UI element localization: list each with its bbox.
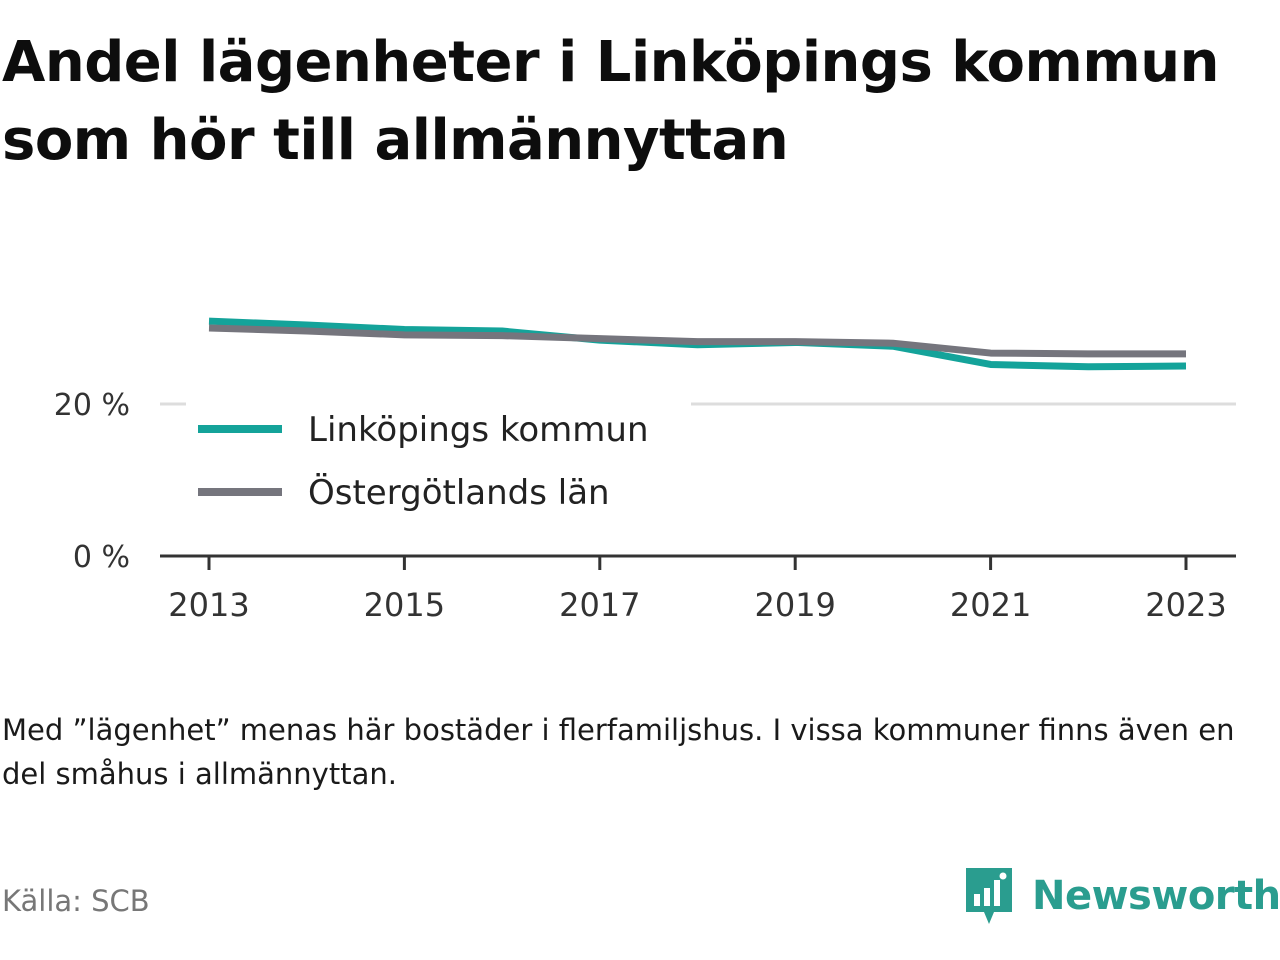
chart-title: Andel lägenheter i Linköpings kommun som… — [2, 30, 1219, 173]
x-tick-label: 2021 — [950, 586, 1031, 624]
source-label: Källa: SCB — [2, 884, 150, 918]
brand-logo: Newsworthy — [964, 864, 1280, 928]
newsworthy-logo-icon — [966, 868, 1012, 924]
x-tick-label: 2019 — [754, 586, 835, 624]
line-chart: Linköpings kommun Östergötlands län 0 % 20… — [54, 317, 1236, 624]
y-tick-label: 20 % — [54, 388, 130, 423]
legend-background — [186, 396, 691, 520]
chart-note: Med ”lägenhet” menas här bostäder i fler… — [2, 713, 1235, 791]
x-tick-label: 2015 — [364, 586, 445, 624]
y-tick-label: 0 % — [73, 540, 130, 575]
legend-label: Linköpings kommun — [308, 410, 649, 450]
series-layer — [208, 317, 1187, 371]
legend: Linköpings kommun Östergötlands län — [186, 396, 691, 520]
x-tick-label: 2013 — [168, 586, 249, 624]
axis-layer: 0 % 20 % 2013 2015 2017 2019 2021 2023 — [54, 388, 1236, 624]
legend-label: Östergötlands län — [308, 472, 610, 513]
x-tick-label: 2017 — [559, 586, 640, 624]
brand-name: Newsworthy — [1032, 873, 1280, 919]
series-line-ostergotland — [208, 324, 1186, 358]
x-tick-label: 2023 — [1145, 586, 1226, 624]
